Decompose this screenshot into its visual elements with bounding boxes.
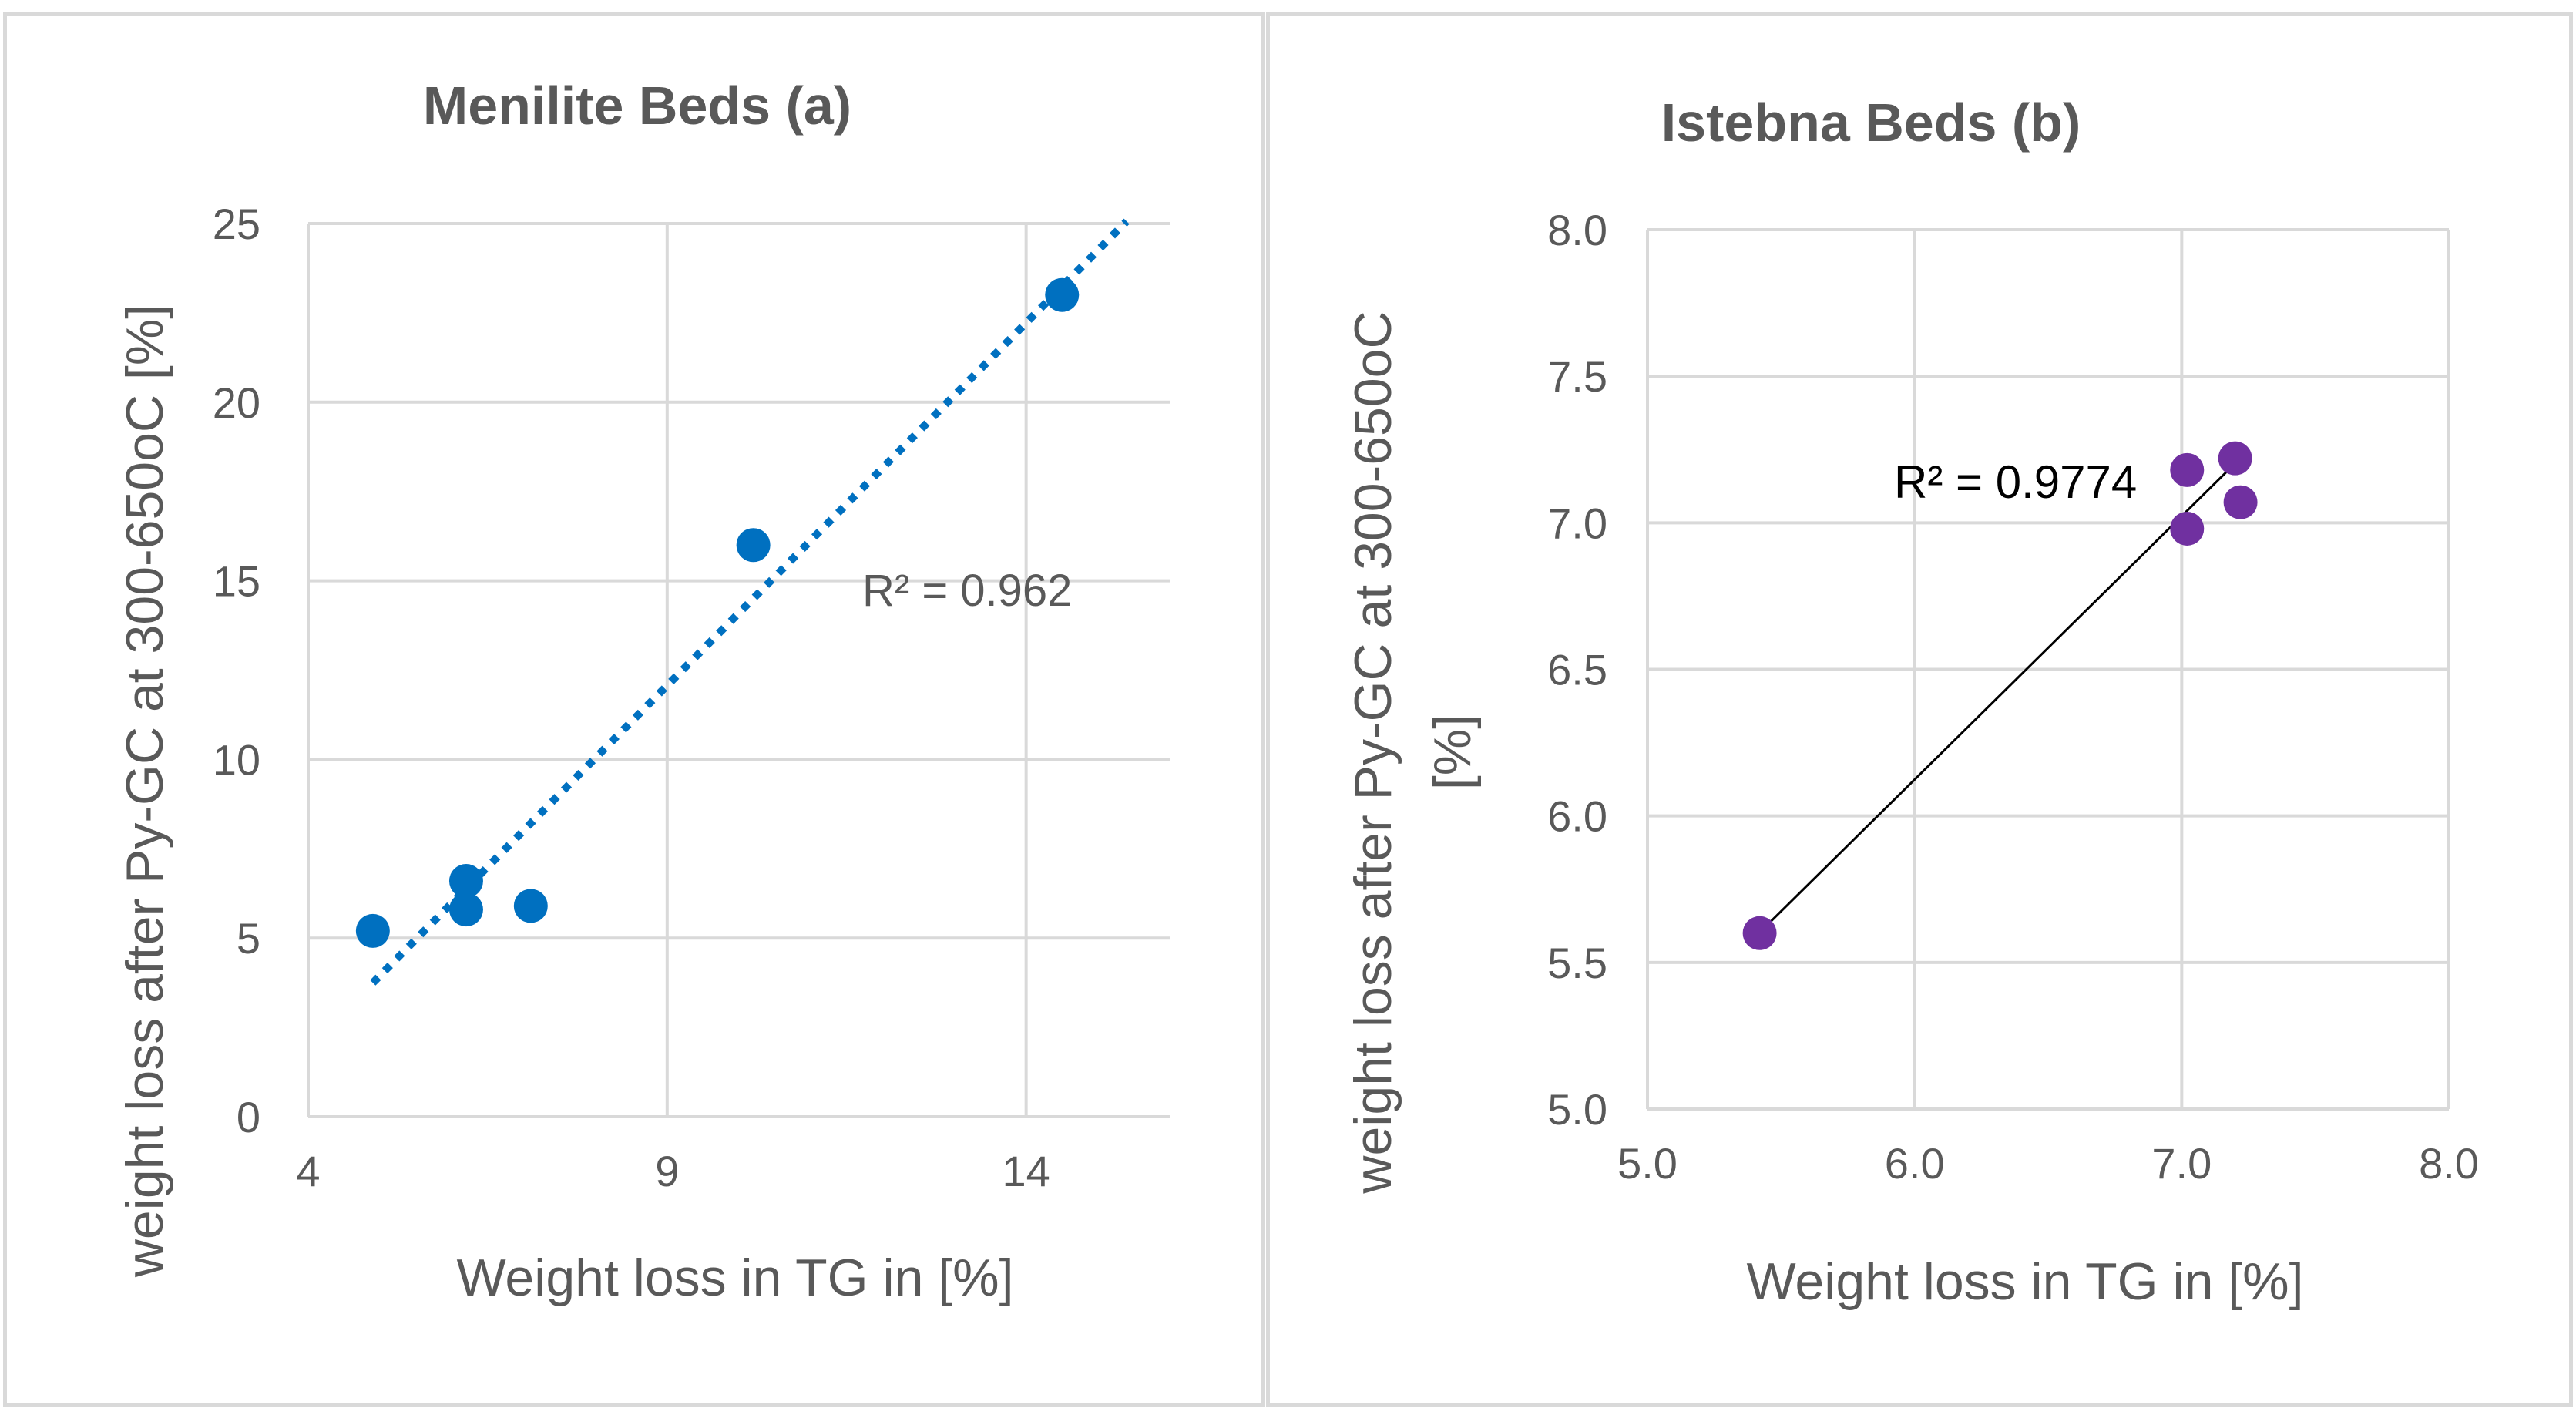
chart-menilite-svg: Menilite Beds (a) Weight loss in TG in [… [116,76,1170,1307]
y-tick-label: 7.5 [1547,352,1607,401]
chart-panel-istebna: Istebna Beds (b) Weight loss in TG in [%… [1266,12,2573,1407]
x-tick-label: 5.0 [1617,1139,1678,1188]
y-tick-label: 5.5 [1547,939,1607,987]
data-point [736,528,771,563]
data-point [1045,277,1080,312]
data-point [2223,485,2258,519]
x-tick-label: 14 [1003,1147,1050,1195]
y-tick-label: 25 [213,200,260,248]
r-squared-label: R² = 0.962 [862,566,1072,616]
y-tick-label: 7.0 [1547,499,1607,547]
y-tick-label: 10 [213,735,260,784]
data-point [355,913,390,948]
chart-title: Istebna Beds (b) [1661,92,2081,153]
x-axis-label: Weight loss in TG in [%] [1746,1252,2303,1311]
x-tick-label: 7.0 [2151,1139,2212,1188]
data-point [2218,441,2252,476]
y-axis-label-line-1: weight loss after Py-GC at 300-650oC [1344,311,1402,1194]
y-tick-label: 15 [213,557,260,606]
y-tick-label: 5 [237,914,260,963]
chart-title: Menilite Beds (a) [423,76,851,136]
data-point [513,889,548,923]
x-tick-label: 4 [296,1147,320,1195]
x-tick-label: 6.0 [1885,1139,1945,1188]
data-point [2170,452,2205,487]
y-tick-label: 6.0 [1547,792,1607,841]
data-point [448,864,483,899]
x-tick-label: 8.0 [2419,1139,2479,1188]
chart-istebna-svg: Istebna Beds (b) Weight loss in TG in [%… [1344,92,2479,1311]
y-tick-label: 6.5 [1547,646,1607,694]
data-point [2170,511,2205,546]
data-point [1742,916,1777,950]
y-tick-label: 8.0 [1547,206,1607,254]
y-axis-label: weight loss after Py-GC at 300-650oC [%] [116,304,174,1278]
x-axis-label: Weight loss in TG in [%] [456,1249,1013,1307]
y-tick-label: 20 [213,378,260,427]
chart-panel-menilite: Menilite Beds (a) Weight loss in TG in [… [3,12,1265,1407]
y-axis-label-line-2: [%] [1423,714,1482,790]
x-tick-label: 9 [655,1147,679,1195]
trendline [1758,462,2236,933]
y-tick-label: 5.0 [1547,1085,1607,1134]
y-tick-label: 0 [237,1093,260,1141]
data-point [448,892,483,927]
r-squared-label: R² = 0.9774 [1894,456,2137,508]
